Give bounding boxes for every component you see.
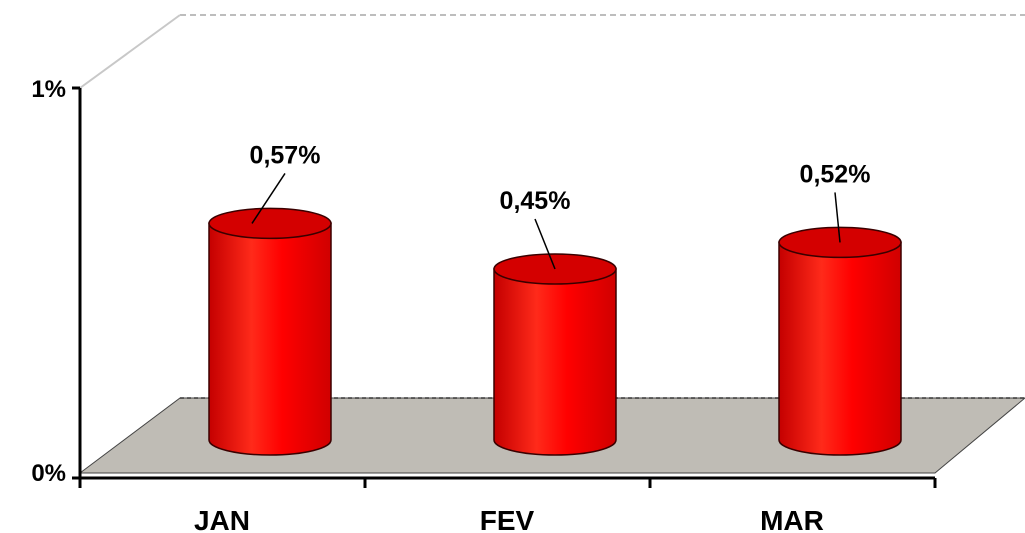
data-label-fev: 0,45%	[500, 187, 571, 215]
back-wall-left-edge	[79, 14, 181, 89]
bar-body-mar	[778, 241, 902, 456]
y-tick-label-0: 0%	[31, 460, 66, 487]
data-label-jan: 0,57%	[250, 141, 321, 169]
bar-mar: 0,52%	[778, 160, 902, 456]
y-tick-label-1: 1%	[31, 76, 66, 103]
x-category-label-jan: JAN	[194, 505, 250, 533]
x-category-label-mar: MAR	[760, 505, 824, 533]
data-label-leader-mar	[834, 192, 841, 243]
data-label-leader-fev	[534, 218, 556, 270]
bar-body-jan	[208, 222, 332, 456]
bar-top-jan	[208, 207, 332, 240]
bar-jan: 0,57%	[208, 141, 332, 456]
data-label-leader-jan	[251, 172, 286, 224]
bar-body-fev	[493, 268, 617, 456]
data-label-mar: 0,52%	[800, 160, 871, 188]
x-category-label-fev: FEV	[480, 505, 535, 533]
bar-fev: 0,45%	[493, 187, 617, 456]
